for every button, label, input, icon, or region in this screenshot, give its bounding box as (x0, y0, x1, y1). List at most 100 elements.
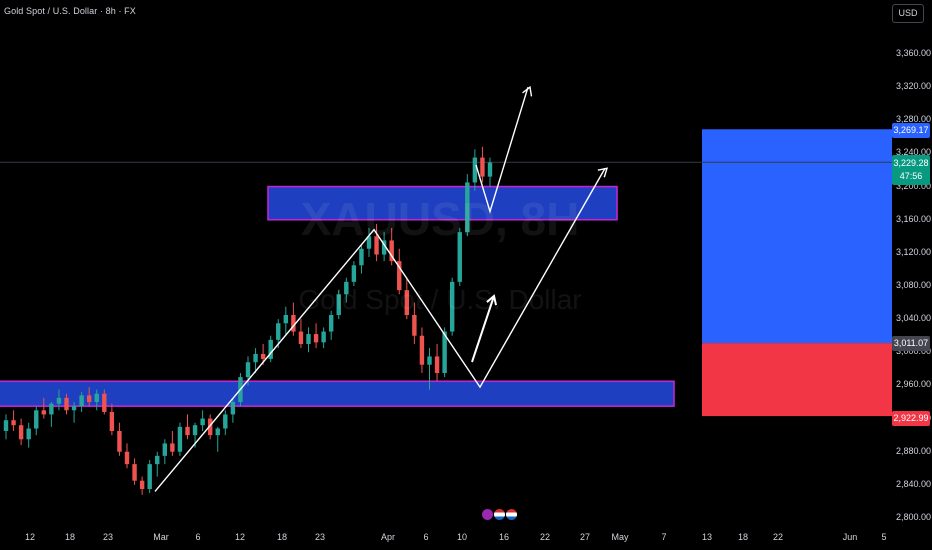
time-tick-label: 12 (24, 532, 36, 542)
candle-body (381, 240, 387, 255)
candle-body (268, 339, 273, 359)
candle-body (291, 315, 296, 332)
candle-body (442, 331, 447, 373)
candle-body (34, 410, 39, 429)
us-flag-icon[interactable] (494, 509, 505, 520)
candle-body (419, 335, 425, 365)
candle-body (215, 428, 220, 436)
trend-path-line[interactable] (154, 167, 606, 492)
candle-body (94, 393, 99, 402)
watermark-description: Gold Spot / U.S. Dollar (298, 284, 582, 315)
candle-body (49, 403, 54, 415)
candle-body (480, 157, 485, 177)
candle-body (328, 315, 334, 332)
arrow-up-center[interactable] (471, 295, 495, 363)
price-tick-label: 3,240.00 (896, 147, 932, 158)
price-tick-label: 2,840.00 (896, 478, 932, 489)
candle-body (412, 315, 417, 336)
candle-body (86, 395, 92, 402)
target-price-tag: 3,269.17 (892, 123, 930, 138)
candle-body (306, 334, 311, 344)
candle-body (117, 431, 122, 452)
candle-body (139, 480, 145, 489)
time-tick-label: 22 (539, 532, 551, 542)
candle-body (351, 265, 357, 282)
price-tick-label: 2,800.00 (896, 512, 932, 522)
time-tick-label: 13 (701, 532, 713, 542)
time-tick-label: 5 (881, 532, 887, 542)
position-target-box[interactable] (702, 129, 892, 344)
candle-body (79, 395, 84, 407)
time-tick-label: Apr (380, 532, 396, 542)
time-tick-label: 16 (498, 532, 510, 542)
price-tick-label: 3,320.00 (896, 81, 932, 92)
time-tick-label: Mar (153, 532, 169, 542)
candle-body (170, 443, 175, 452)
candle-body (185, 426, 190, 436)
candle-body (397, 261, 402, 291)
price-tick-label: 3,160.00 (896, 213, 932, 224)
candle-body (102, 393, 107, 412)
time-tick-label: 27 (579, 532, 591, 542)
resistance-zone[interactable] (267, 185, 618, 221)
candle-body (3, 420, 9, 431)
candle-body (147, 464, 152, 489)
candle-body (404, 290, 410, 315)
projection-path-line[interactable] (475, 86, 529, 214)
candle-body (109, 411, 115, 431)
candle-body (487, 162, 493, 177)
watermark-ticker: XAUUSD, 8H (300, 193, 580, 245)
candle-body (321, 331, 326, 343)
candle-body (427, 356, 432, 365)
arrow-head-1-icon (522, 85, 533, 97)
candle-body (298, 331, 304, 344)
lightning-icon[interactable] (482, 509, 493, 520)
candle-body (207, 418, 213, 436)
candle-body (253, 353, 258, 363)
entry-price-tag: 3,011.07 (892, 336, 930, 351)
price-tick-label: 3,200.00 (896, 180, 932, 191)
candle-body (18, 425, 24, 440)
last-price-value: 3,229.28 (893, 158, 929, 168)
candle-body (155, 455, 160, 465)
candle-body (276, 323, 281, 340)
time-tick-label: 23 (314, 532, 326, 542)
price-tick-label: 3,120.00 (896, 246, 932, 257)
us-flag-icon[interactable] (506, 509, 517, 520)
candle-body (177, 426, 183, 452)
candle-body (374, 236, 379, 255)
candle-body (124, 451, 130, 465)
last-price-tag: 3,229.28 47:56 (892, 155, 930, 185)
candle-body (465, 182, 470, 233)
time-tick-label: 18 (276, 532, 288, 542)
candle-body (457, 232, 462, 282)
candle-body (336, 294, 341, 315)
candle-body (366, 236, 372, 249)
candle-body (283, 315, 289, 324)
price-tick-label: 2,880.00 (896, 445, 932, 456)
symbol-title[interactable]: Gold Spot / U.S. Dollar · 8h · FX (4, 6, 136, 16)
candle-body (449, 281, 455, 332)
support-zone[interactable] (0, 380, 675, 407)
candle-body (223, 414, 228, 429)
arrow-head-2-icon (597, 167, 609, 178)
time-tick-label: 6 (423, 532, 429, 542)
price-tick-label: 3,040.00 (896, 313, 932, 324)
time-tick-label: 18 (64, 532, 76, 542)
time-tick-label: 22 (772, 532, 784, 542)
price-tick-label: 3,000.00 (896, 346, 932, 357)
candle-body (260, 353, 266, 359)
price-tick-label: 2,960.00 (896, 379, 932, 390)
currency-button[interactable]: USD (892, 4, 924, 23)
candle-body (56, 397, 62, 404)
time-tick-label: 23 (102, 532, 114, 542)
time-tick-label: Jun (842, 532, 858, 542)
price-tick-label: 3,280.00 (896, 114, 932, 125)
candle-body (11, 420, 16, 426)
candle-body (200, 418, 205, 426)
candle-body (313, 334, 319, 343)
position-stop-box[interactable] (702, 343, 892, 417)
event-icons[interactable] (482, 509, 517, 520)
candle-body (230, 402, 236, 415)
